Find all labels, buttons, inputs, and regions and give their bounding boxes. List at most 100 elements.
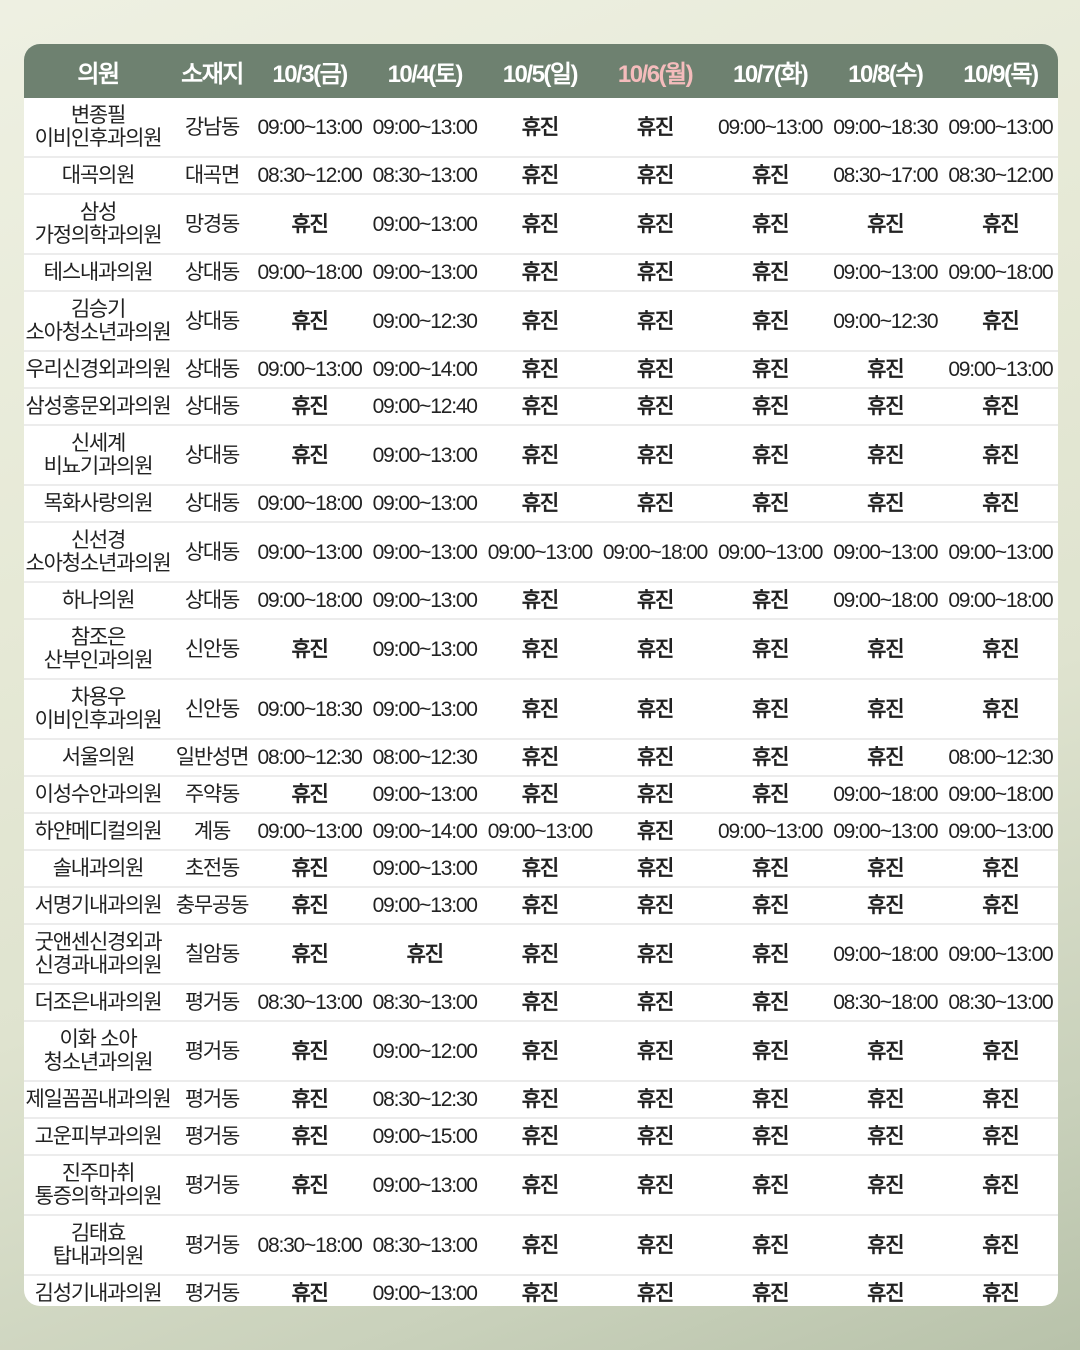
table-row: 삼성 가정의학과의원 망경동 휴진 09:00~13:00 휴진 휴진 휴진 휴진 휴진 — [24, 194, 1058, 255]
hours-cell: 휴진 — [597, 1118, 713, 1156]
clinic-name-line: 굿앤센신경외과 — [34, 931, 163, 954]
table-row: 김승기 소아청소년과의원 상대동 휴진 09:00~12:30 휴진 휴진 휴진 09:00~1… — [24, 291, 1058, 352]
hours-cell: 휴진 — [827, 850, 943, 888]
clinic-name-line: 삼성 — [79, 201, 117, 224]
hours-cell: 휴진 — [482, 984, 598, 1022]
hours-cell: 휴진 — [252, 291, 368, 352]
hours-cell: 휴진 — [252, 194, 368, 255]
clinic-name: 하나의원 — [24, 582, 172, 620]
hours-cell: 09:00~13:00 — [252, 351, 368, 389]
hours-cell: 휴진 — [482, 291, 598, 352]
hours-cell: 09:00~15:00 — [367, 1118, 483, 1156]
hours-cell: 09:00~13:00 — [712, 522, 828, 583]
clinic-location: 일반성면 — [172, 739, 252, 777]
hours-cell: 09:00~13:00 — [827, 254, 943, 292]
hours-cell: 09:00~13:00 — [252, 522, 368, 583]
hours-cell: 09:00~13:00 — [482, 522, 598, 583]
hours-cell: 휴진 — [482, 485, 598, 523]
clinic-name: 변종필 이비인후과의원 — [24, 98, 172, 158]
clinic-name-line: 신선경 — [70, 529, 127, 552]
hours-cell: 휴진 — [597, 924, 713, 985]
hours-cell: 휴진 — [482, 1155, 598, 1216]
hours-cell: 09:00~13:00 — [367, 425, 483, 486]
hours-cell: 08:30~13:00 — [942, 984, 1058, 1022]
hours-cell: 09:00~12:00 — [367, 1021, 483, 1082]
table-row: 신선경 소아청소년과의원 상대동 09:00~13:00 09:00~13:00 09:0… — [24, 522, 1058, 583]
hours-cell: 휴진 — [827, 485, 943, 523]
clinic-name-line: 이비인후과의원 — [34, 127, 163, 150]
hours-cell: 08:30~18:00 — [252, 1215, 368, 1276]
hours-cell: 휴진 — [827, 619, 943, 680]
hours-cell: 휴진 — [482, 1215, 598, 1276]
clinic-location: 대곡면 — [172, 157, 252, 195]
clinic-name-line: 삼성홍문외과의원 — [25, 395, 172, 418]
hours-cell: 08:00~12:30 — [367, 739, 483, 777]
hours-cell: 09:00~18:00 — [827, 582, 943, 620]
hours-cell: 휴진 — [597, 98, 713, 158]
clinic-name: 굿앤센신경외과 신경과내과의원 — [24, 924, 172, 985]
hours-cell: 휴진 — [827, 887, 943, 925]
hours-cell: 휴진 — [712, 1275, 828, 1306]
hours-cell: 휴진 — [597, 254, 713, 292]
hours-cell: 휴진 — [252, 776, 368, 814]
hours-cell: 휴진 — [597, 388, 713, 426]
hours-cell: 휴진 — [827, 1118, 943, 1156]
hours-cell: 09:00~13:00 — [942, 98, 1058, 158]
hours-cell: 08:30~13:00 — [367, 984, 483, 1022]
clinic-location: 평거동 — [172, 1021, 252, 1082]
hours-cell: 09:00~18:00 — [942, 582, 1058, 620]
hours-cell: 휴진 — [712, 850, 828, 888]
hours-cell: 휴진 — [252, 388, 368, 426]
hours-cell: 휴진 — [942, 388, 1058, 426]
clinic-name: 더조은내과의원 — [24, 984, 172, 1022]
hours-cell: 휴진 — [712, 739, 828, 777]
table-row: 하얀메디컬의원 계동 09:00~13:00 09:00~14:00 09:00~13:… — [24, 813, 1058, 851]
clinic-location: 충무공동 — [172, 887, 252, 925]
table-row: 참조은 산부인과의원 신안동 휴진 09:00~13:00 휴진 휴진 휴진 휴진 휴진 — [24, 619, 1058, 680]
hours-cell: 휴진 — [827, 1155, 943, 1216]
hours-cell: 휴진 — [482, 1081, 598, 1119]
hours-cell: 휴진 — [712, 351, 828, 389]
table-row: 변종필 이비인후과의원 강남동 09:00~13:00 09:00~13:00 휴진 휴진 0… — [24, 98, 1058, 158]
clinic-name: 차용우 이비인후과의원 — [24, 679, 172, 740]
clinic-location: 평거동 — [172, 1275, 252, 1306]
table-row: 하나의원 상대동 09:00~18:00 09:00~13:00 휴진 휴진 휴진 09:00… — [24, 582, 1058, 620]
hours-cell: 09:00~13:00 — [367, 582, 483, 620]
clinic-name-line: 신경과내과의원 — [34, 954, 163, 977]
hours-cell: 09:00~13:00 — [942, 813, 1058, 851]
clinic-name: 이성수안과의원 — [24, 776, 172, 814]
hours-cell: 09:00~13:00 — [367, 619, 483, 680]
hours-cell: 휴진 — [597, 619, 713, 680]
clinic-name-line: 김성기내과의원 — [34, 1282, 163, 1305]
hours-cell: 휴진 — [482, 194, 598, 255]
hours-cell: 휴진 — [482, 425, 598, 486]
column-header: 소재지 — [172, 44, 252, 98]
table-row: 이성수안과의원 주약동 휴진 09:00~13:00 휴진 휴진 휴진 09:00~18:00… — [24, 776, 1058, 814]
hours-cell: 09:00~18:00 — [252, 582, 368, 620]
hours-cell: 09:00~13:00 — [367, 679, 483, 740]
column-header: 10/9(목) — [942, 44, 1058, 98]
clinic-name-line: 목화사랑의원 — [43, 492, 154, 515]
hours-cell: 08:30~13:00 — [367, 1215, 483, 1276]
hours-cell: 휴진 — [827, 1275, 943, 1306]
clinic-name: 솔내과의원 — [24, 850, 172, 888]
clinic-name: 우리신경외과의원 — [24, 351, 172, 389]
column-header: 10/8(수) — [827, 44, 943, 98]
clinic-name-line: 비뇨기과의원 — [43, 455, 154, 478]
hours-cell: 휴진 — [712, 1155, 828, 1216]
clinic-name-line: 이비인후과의원 — [34, 709, 163, 732]
hours-cell: 휴진 — [597, 425, 713, 486]
hours-cell: 09:00~13:00 — [942, 522, 1058, 583]
table-row: 김성기내과의원 평거동 휴진 09:00~13:00 휴진 휴진 휴진 휴진 휴진 — [24, 1275, 1058, 1306]
hours-cell: 휴진 — [712, 157, 828, 195]
hours-cell: 08:30~12:00 — [252, 157, 368, 195]
hours-cell: 08:00~12:30 — [942, 739, 1058, 777]
hours-cell: 휴진 — [252, 850, 368, 888]
hours-cell: 09:00~13:00 — [367, 485, 483, 523]
clinic-name: 목화사랑의원 — [24, 485, 172, 523]
table-row: 서울의원 일반성면 08:00~12:30 08:00~12:30 휴진 휴진 휴진 휴진 08… — [24, 739, 1058, 777]
clinic-location: 상대동 — [172, 582, 252, 620]
clinic-name: 이화 소아 청소년과의원 — [24, 1021, 172, 1082]
hours-cell: 09:00~13:00 — [712, 98, 828, 158]
hours-cell: 09:00~13:00 — [252, 98, 368, 158]
